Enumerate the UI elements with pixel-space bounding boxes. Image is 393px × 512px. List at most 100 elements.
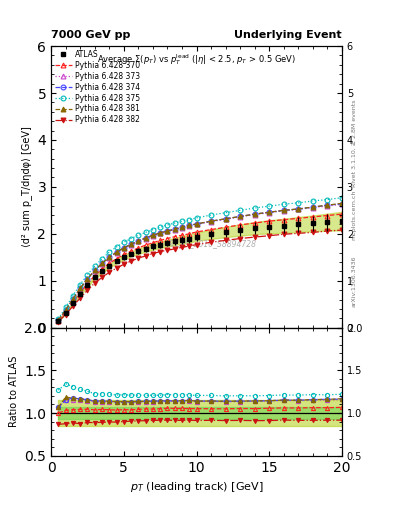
Pythia 6.428 382 — [187, 243, 192, 249]
Pythia 6.428 375 — [158, 224, 163, 230]
Pythia 6.428 382 — [296, 230, 301, 237]
Pythia 6.428 381 — [180, 224, 184, 230]
Pythia 6.428 382 — [63, 311, 68, 317]
Pythia 6.428 375 — [252, 205, 257, 211]
Pythia 6.428 382 — [56, 318, 61, 325]
Pythia 6.428 370 — [129, 248, 134, 254]
Pythia 6.428 381 — [209, 218, 213, 224]
Pythia 6.428 374 — [114, 249, 119, 255]
Pythia 6.428 370 — [340, 211, 344, 217]
Pythia 6.428 374 — [173, 226, 177, 232]
Pythia 6.428 374 — [85, 276, 90, 282]
Pythia 6.428 373 — [143, 236, 148, 242]
Pythia 6.428 374 — [325, 202, 330, 208]
Pythia 6.428 382 — [151, 250, 155, 257]
Pythia 6.428 381 — [151, 232, 155, 238]
Pythia 6.428 374 — [238, 214, 242, 220]
Pythia 6.428 381 — [165, 228, 170, 234]
Text: mcplots.cern.ch: mcplots.cern.ch — [352, 190, 357, 240]
Pythia 6.428 382 — [281, 231, 286, 238]
Pythia 6.428 381 — [63, 307, 68, 313]
Pythia 6.428 381 — [100, 260, 105, 266]
Line: Pythia 6.428 373: Pythia 6.428 373 — [56, 202, 344, 323]
Pythia 6.428 373 — [310, 204, 315, 210]
Pythia 6.428 381 — [340, 200, 344, 206]
Pythia 6.428 375 — [325, 197, 330, 203]
Pythia 6.428 381 — [223, 216, 228, 222]
Pythia 6.428 381 — [136, 238, 141, 244]
Pythia 6.428 370 — [238, 222, 242, 228]
Pythia 6.428 374 — [136, 238, 141, 244]
Pythia 6.428 382 — [158, 249, 163, 255]
Pythia 6.428 374 — [63, 307, 68, 313]
Pythia 6.428 374 — [340, 201, 344, 207]
Y-axis label: Ratio to ATLAS: Ratio to ATLAS — [9, 356, 19, 428]
Pythia 6.428 373 — [85, 276, 90, 283]
Pythia 6.428 382 — [78, 295, 83, 301]
Pythia 6.428 375 — [194, 215, 199, 221]
Pythia 6.428 382 — [107, 269, 112, 275]
Pythia 6.428 370 — [165, 236, 170, 242]
Pythia 6.428 374 — [78, 285, 83, 291]
Pythia 6.428 370 — [143, 242, 148, 248]
Pythia 6.428 370 — [310, 214, 315, 220]
Pythia 6.428 375 — [209, 212, 213, 218]
Pythia 6.428 370 — [267, 218, 272, 224]
Pythia 6.428 374 — [187, 222, 192, 228]
Pythia 6.428 373 — [136, 238, 141, 244]
Pythia 6.428 375 — [223, 209, 228, 216]
Pythia 6.428 374 — [143, 235, 148, 241]
Pythia 6.428 375 — [340, 195, 344, 201]
Pythia 6.428 373 — [100, 261, 105, 267]
Pythia 6.428 381 — [129, 241, 134, 247]
Pythia 6.428 374 — [107, 254, 112, 260]
Pythia 6.428 373 — [114, 249, 119, 255]
Pythia 6.428 381 — [187, 222, 192, 228]
Pythia 6.428 382 — [173, 246, 177, 252]
Y-axis label: ⟨d² sum p_T/dηdφ⟩ [GeV]: ⟨d² sum p_T/dηdφ⟩ [GeV] — [21, 126, 32, 247]
Legend: ATLAS, Pythia 6.428 370, Pythia 6.428 373, Pythia 6.428 374, Pythia 6.428 375, P: ATLAS, Pythia 6.428 370, Pythia 6.428 37… — [53, 48, 141, 126]
Pythia 6.428 373 — [252, 211, 257, 218]
Pythia 6.428 375 — [267, 203, 272, 209]
Pythia 6.428 374 — [158, 230, 163, 236]
Pythia 6.428 373 — [209, 219, 213, 225]
Pythia 6.428 370 — [71, 299, 75, 305]
Pythia 6.428 373 — [129, 242, 134, 248]
Pythia 6.428 370 — [107, 260, 112, 266]
Text: 7000 GeV pp: 7000 GeV pp — [51, 30, 130, 40]
Pythia 6.428 370 — [187, 231, 192, 237]
Pythia 6.428 374 — [209, 218, 213, 224]
Pythia 6.428 374 — [310, 204, 315, 210]
Pythia 6.428 381 — [107, 254, 112, 260]
Pythia 6.428 382 — [114, 265, 119, 271]
Pythia 6.428 382 — [143, 253, 148, 259]
Pythia 6.428 370 — [85, 281, 90, 287]
Pythia 6.428 381 — [296, 206, 301, 212]
Pythia 6.428 374 — [165, 228, 170, 234]
Pythia 6.428 381 — [173, 226, 177, 232]
Pythia 6.428 370 — [173, 233, 177, 240]
Pythia 6.428 374 — [56, 317, 61, 323]
Pythia 6.428 373 — [78, 286, 83, 292]
Pythia 6.428 375 — [85, 271, 90, 278]
Pythia 6.428 373 — [92, 268, 97, 274]
Text: Average $\Sigma(p_T)$ vs $p_T^{\rm lead}$ ($|\eta|$ < 2.5, $p_T$ > 0.5 GeV): Average $\Sigma(p_T)$ vs $p_T^{\rm lead}… — [97, 52, 296, 67]
Pythia 6.428 381 — [78, 285, 83, 291]
Pythia 6.428 375 — [151, 226, 155, 232]
Pythia 6.428 373 — [56, 317, 61, 323]
Text: Underlying Event: Underlying Event — [234, 30, 342, 40]
Pythia 6.428 370 — [325, 212, 330, 219]
Pythia 6.428 381 — [71, 296, 75, 302]
Pythia 6.428 375 — [180, 218, 184, 224]
Pythia 6.428 373 — [325, 203, 330, 209]
Pythia 6.428 374 — [71, 296, 75, 302]
Pythia 6.428 382 — [136, 255, 141, 261]
Pythia 6.428 373 — [281, 208, 286, 214]
Pythia 6.428 370 — [100, 266, 105, 272]
Pythia 6.428 375 — [165, 222, 170, 228]
Pythia 6.428 375 — [238, 207, 242, 214]
Pythia 6.428 382 — [71, 303, 75, 309]
Pythia 6.428 382 — [92, 280, 97, 286]
Pythia 6.428 374 — [267, 209, 272, 215]
Pythia 6.428 373 — [238, 214, 242, 220]
